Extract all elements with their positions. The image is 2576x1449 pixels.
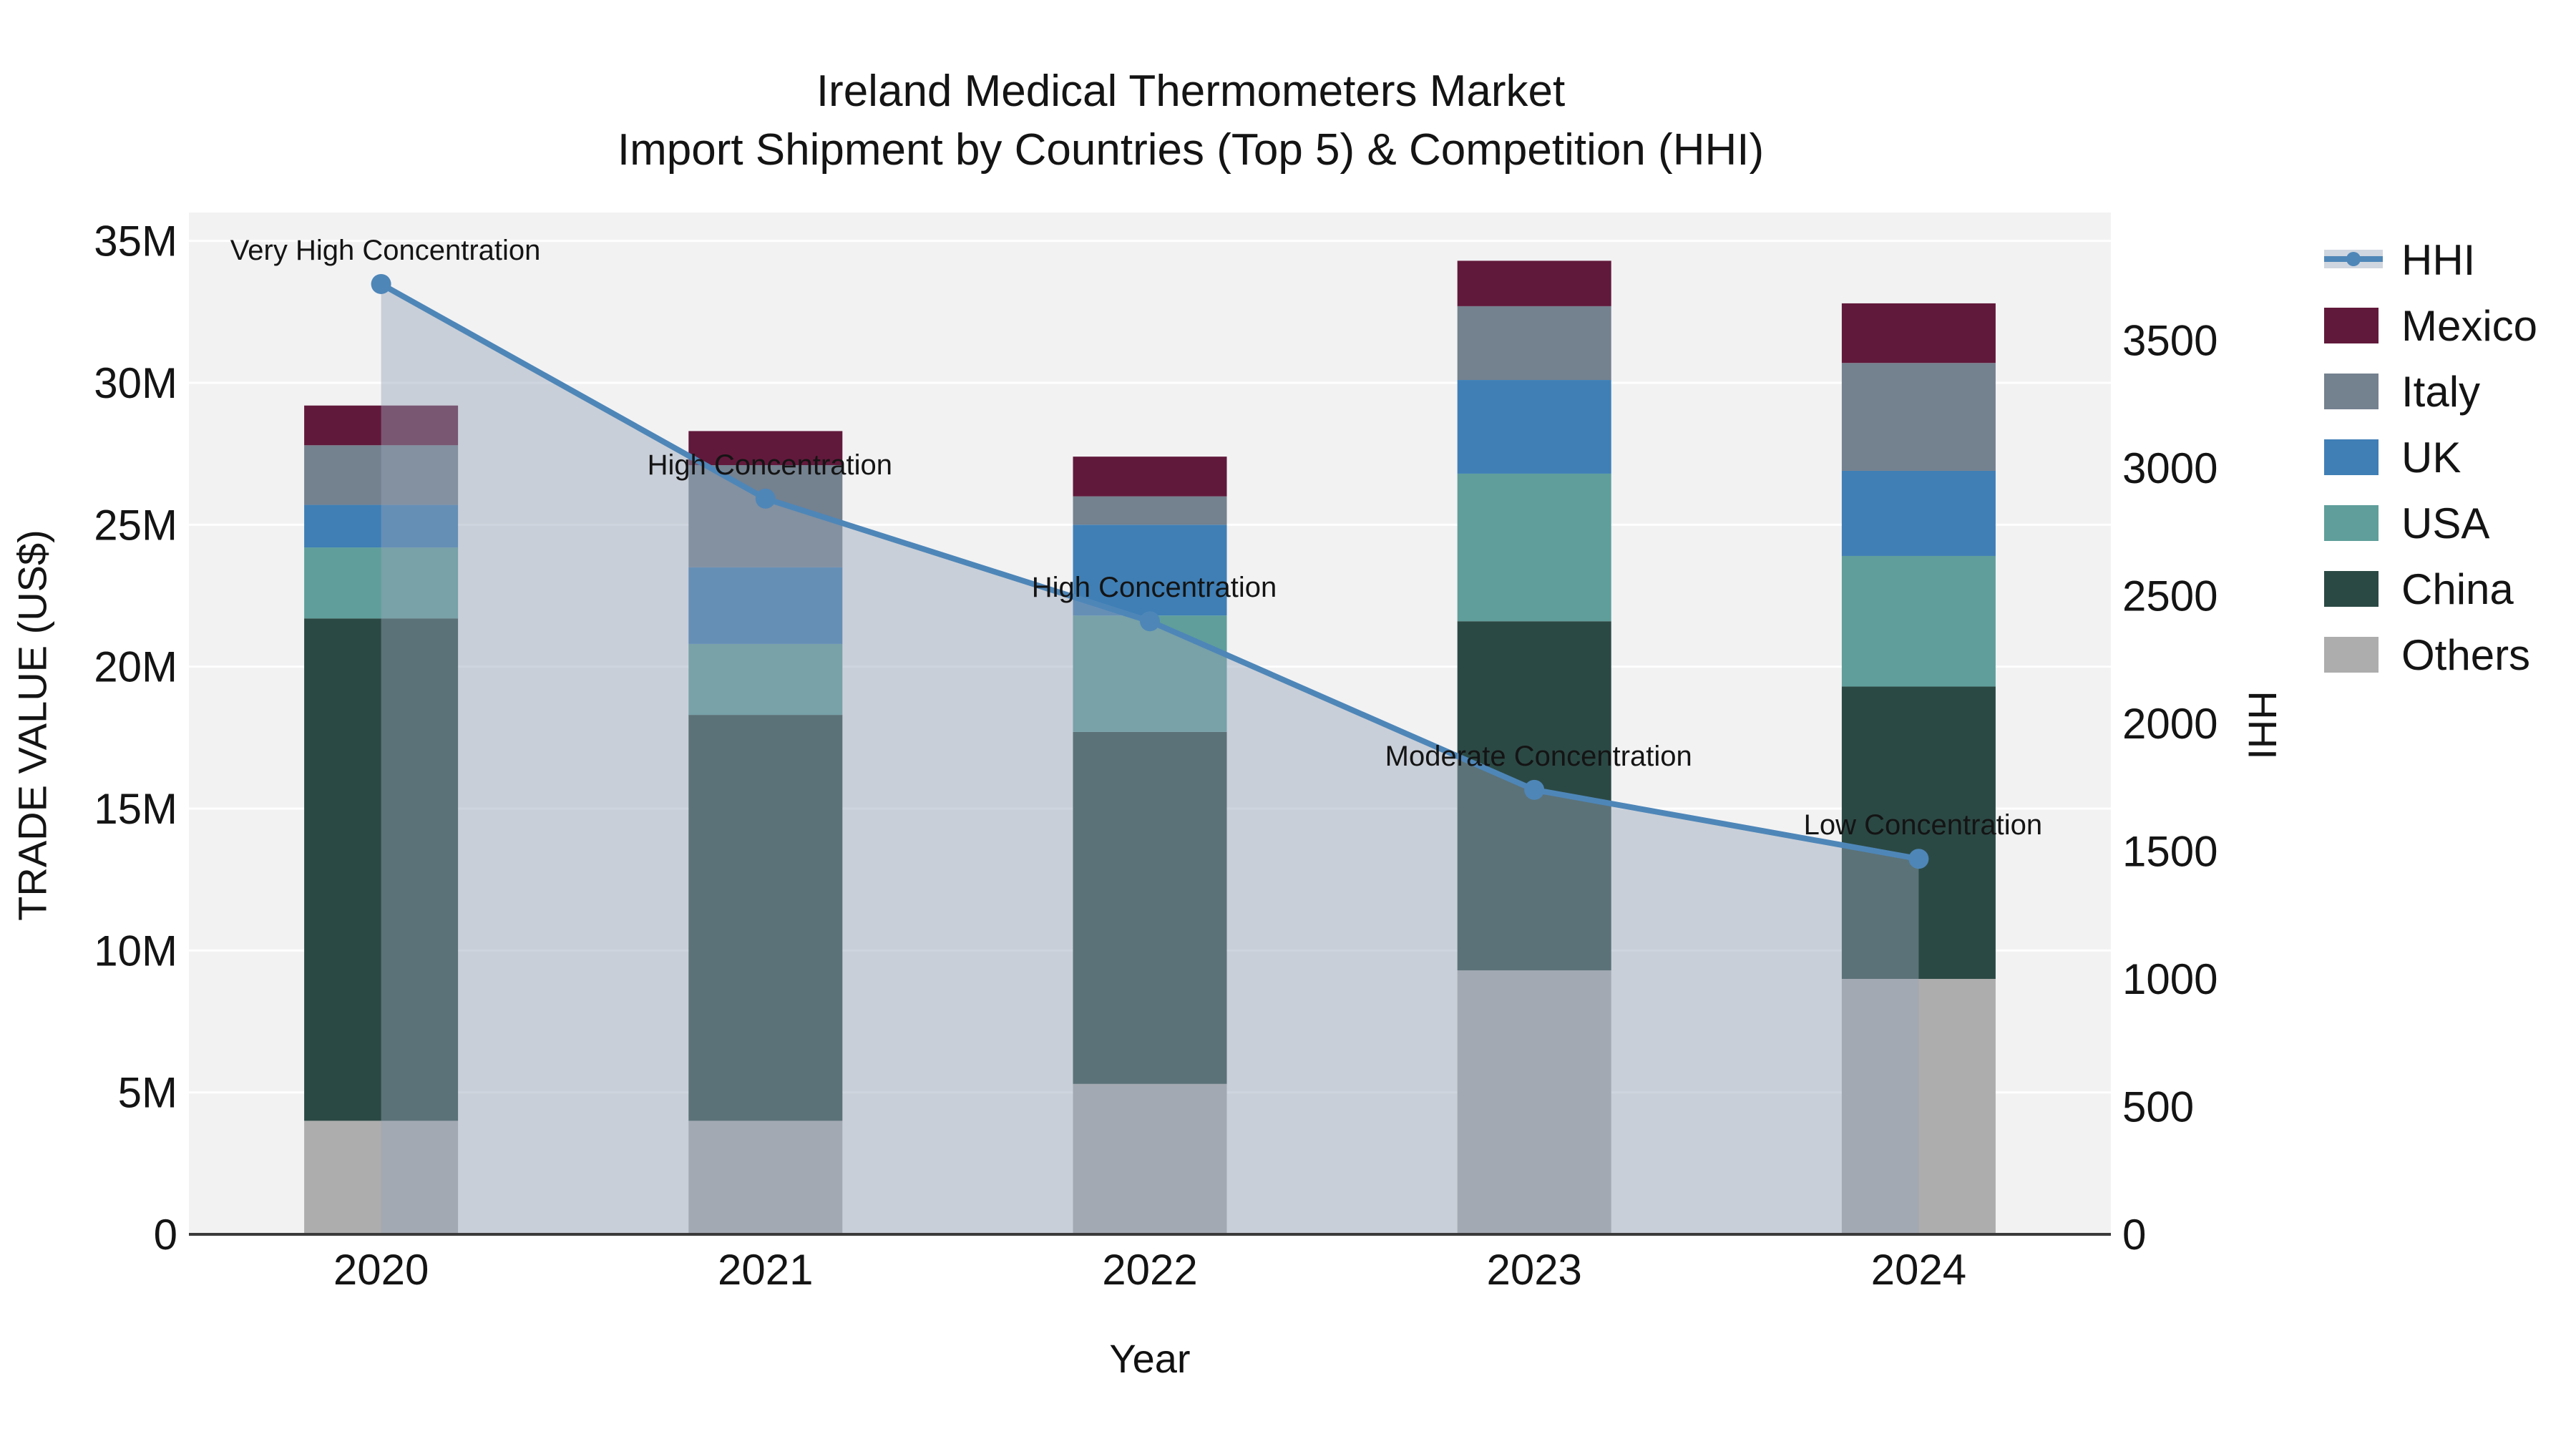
legend-label: Italy: [2401, 367, 2481, 416]
legend-color-swatch: [2324, 571, 2379, 607]
legend-color-swatch: [2324, 505, 2379, 541]
bar-segment-others-2020: [304, 1121, 459, 1234]
legend-color-swatch: [2324, 439, 2379, 475]
y-left-tick: 5M: [118, 1069, 177, 1117]
x-tick-2020: 2020: [333, 1246, 429, 1294]
y-right-tick: 0: [2122, 1211, 2146, 1259]
legend-swatch-icon: [2324, 439, 2383, 475]
bar-segment-uk-2023: [1457, 380, 1611, 474]
bar-segment-uk-2021: [688, 567, 843, 644]
legend-label: Mexico: [2401, 301, 2538, 350]
y-left-tick: 25M: [94, 501, 177, 549]
y-right-tick: 1000: [2122, 955, 2218, 1003]
legend-item-others[interactable]: Others: [2324, 622, 2537, 688]
bar-segment-others-2024: [1841, 979, 1996, 1234]
bar-segment-uk-2022: [1073, 525, 1227, 616]
chart-title-line1: Ireland Medical Thermometers Market: [816, 67, 1566, 116]
y-right-tick: 3500: [2122, 317, 2218, 365]
bar-segment-others-2023: [1457, 970, 1611, 1234]
legend-swatch-icon: [2324, 637, 2383, 673]
legend-item-china[interactable]: China: [2324, 556, 2537, 622]
hhi-marker-sample: [2346, 252, 2361, 266]
legend: HHI Mexico Italy UK USA China Others: [2324, 227, 2537, 688]
legend-label: HHI: [2401, 235, 2476, 284]
bar-segment-italy-2023: [1457, 306, 1611, 381]
hhi-marker-2022: [1140, 611, 1160, 632]
y-left-tick: 30M: [94, 359, 177, 407]
y-axis-left-title: TRADE VALUE (US$): [9, 530, 55, 921]
bar-segment-china-2021: [688, 715, 843, 1121]
x-tick-2024: 2024: [1871, 1246, 1966, 1294]
hhi-annotation-2024: Low Concentration: [1804, 809, 2043, 841]
legend-item-usa[interactable]: USA: [2324, 490, 2537, 556]
chart-title-line2: Import Shipment by Countries (Top 5) & C…: [617, 125, 1765, 175]
bar-segment-mexico-2023: [1457, 260, 1611, 306]
legend-swatch-icon: [2324, 505, 2383, 541]
bar-segment-usa-2023: [1457, 473, 1611, 622]
bar-segment-mexico-2022: [1073, 457, 1227, 497]
legend-item-uk[interactable]: UK: [2324, 424, 2537, 490]
bar-segment-italy-2022: [1073, 496, 1227, 525]
bar-segment-usa-2022: [1073, 615, 1227, 732]
x-tick-2021: 2021: [718, 1246, 813, 1294]
bar-segment-china-2020: [304, 618, 459, 1121]
bar-segment-italy-2020: [304, 445, 459, 505]
y-right-tick: 500: [2122, 1083, 2194, 1131]
bar-segment-mexico-2021: [688, 431, 843, 466]
bar-segment-uk-2020: [304, 504, 459, 548]
bar-segment-others-2022: [1073, 1083, 1227, 1234]
bar-segment-italy-2024: [1841, 363, 1996, 471]
hhi-annotation-2023: Moderate Concentration: [1385, 741, 1692, 772]
y-right-tick: 1500: [2122, 828, 2218, 876]
bar-segment-others-2021: [688, 1121, 843, 1234]
y-left-tick: 35M: [94, 218, 177, 265]
legend-item-italy[interactable]: Italy: [2324, 358, 2537, 424]
x-tick-2022: 2022: [1102, 1246, 1197, 1294]
legend-item-mexico[interactable]: Mexico: [2324, 293, 2537, 358]
y-left-tick: 20M: [94, 643, 177, 691]
legend-label: China: [2401, 565, 2514, 613]
bar-segment-usa-2024: [1841, 555, 1996, 687]
bar-segment-usa-2020: [304, 547, 459, 619]
y-axis-right-title: HHI: [2240, 691, 2285, 760]
y-left-tick: 15M: [94, 785, 177, 833]
y-right-tick: 2500: [2122, 572, 2218, 620]
bar-segment-usa-2021: [688, 643, 843, 716]
bar-segment-china-2024: [1841, 686, 1996, 979]
y-right-tick: 2000: [2122, 700, 2218, 748]
bar-segment-china-2022: [1073, 731, 1227, 1084]
hhi-annotation-2020: Very High Concentration: [230, 235, 541, 266]
bar-segment-mexico-2024: [1841, 303, 1996, 364]
hhi-marker-2021: [755, 488, 776, 509]
legend-color-swatch: [2324, 308, 2379, 343]
legend-swatch-icon: [2324, 374, 2383, 409]
x-tick-2023: 2023: [1486, 1246, 1581, 1294]
hhi-area-fill: [381, 283, 1919, 1235]
y-left-tick: 10M: [94, 927, 177, 975]
hhi-marker-2023: [1524, 779, 1545, 800]
legend-label: USA: [2401, 499, 2490, 547]
legend-color-swatch: [2324, 637, 2379, 673]
legend-swatch-icon: [2324, 308, 2383, 343]
legend-label: Others: [2401, 630, 2531, 679]
hhi-annotation-2021: High Concentration: [648, 449, 892, 481]
y-right-tick: 3000: [2122, 444, 2218, 492]
x-axis-title: Year: [1109, 1336, 1191, 1381]
bar-segment-uk-2024: [1841, 470, 1996, 556]
hhi-marker-2020: [371, 273, 391, 294]
hhi-line-icon: [2324, 240, 2383, 280]
legend-item-hhi[interactable]: HHI: [2324, 227, 2537, 293]
legend-swatch-icon: [2324, 571, 2383, 607]
y-left-tick: 0: [154, 1211, 177, 1259]
bar-segment-mexico-2020: [304, 405, 459, 446]
hhi-marker-2024: [1908, 849, 1929, 869]
hhi-annotation-2022: High Concentration: [1032, 572, 1277, 603]
legend-label: UK: [2401, 433, 2462, 482]
legend-color-swatch: [2324, 374, 2379, 409]
